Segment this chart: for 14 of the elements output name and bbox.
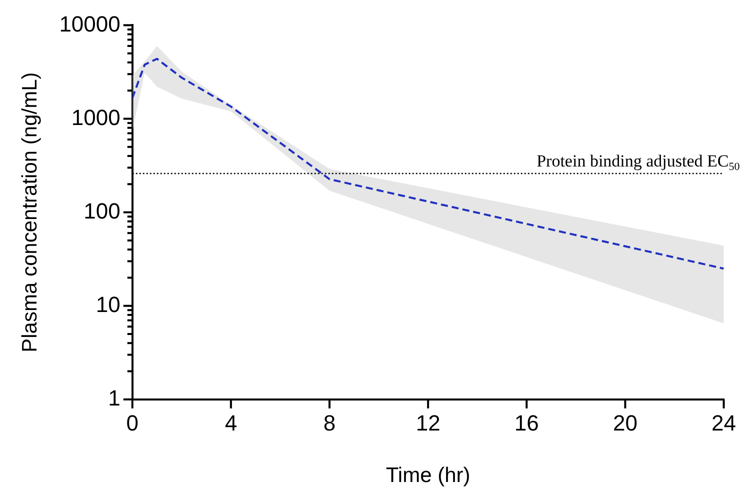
x-tick-label: 24 bbox=[712, 410, 736, 436]
x-tick-label: 20 bbox=[612, 410, 638, 436]
y-tick-label: 100 bbox=[84, 198, 120, 224]
x-axis-title: Time (hr) bbox=[386, 464, 470, 488]
y-axis-title: Plasma concentration (ng/mL) bbox=[18, 72, 42, 352]
x-tick-label: 4 bbox=[224, 410, 238, 436]
x-tick-label: 16 bbox=[514, 410, 539, 436]
x-tick-label: 0 bbox=[126, 410, 138, 436]
y-tick-label: 1000 bbox=[71, 104, 120, 130]
y-tick-label: 10 bbox=[96, 292, 120, 317]
y-tick-label: 10000 bbox=[59, 11, 120, 36]
y-tick-label: 1 bbox=[108, 385, 120, 410]
x-tick-label: 12 bbox=[416, 410, 440, 436]
x-tick-label: 8 bbox=[323, 410, 336, 436]
